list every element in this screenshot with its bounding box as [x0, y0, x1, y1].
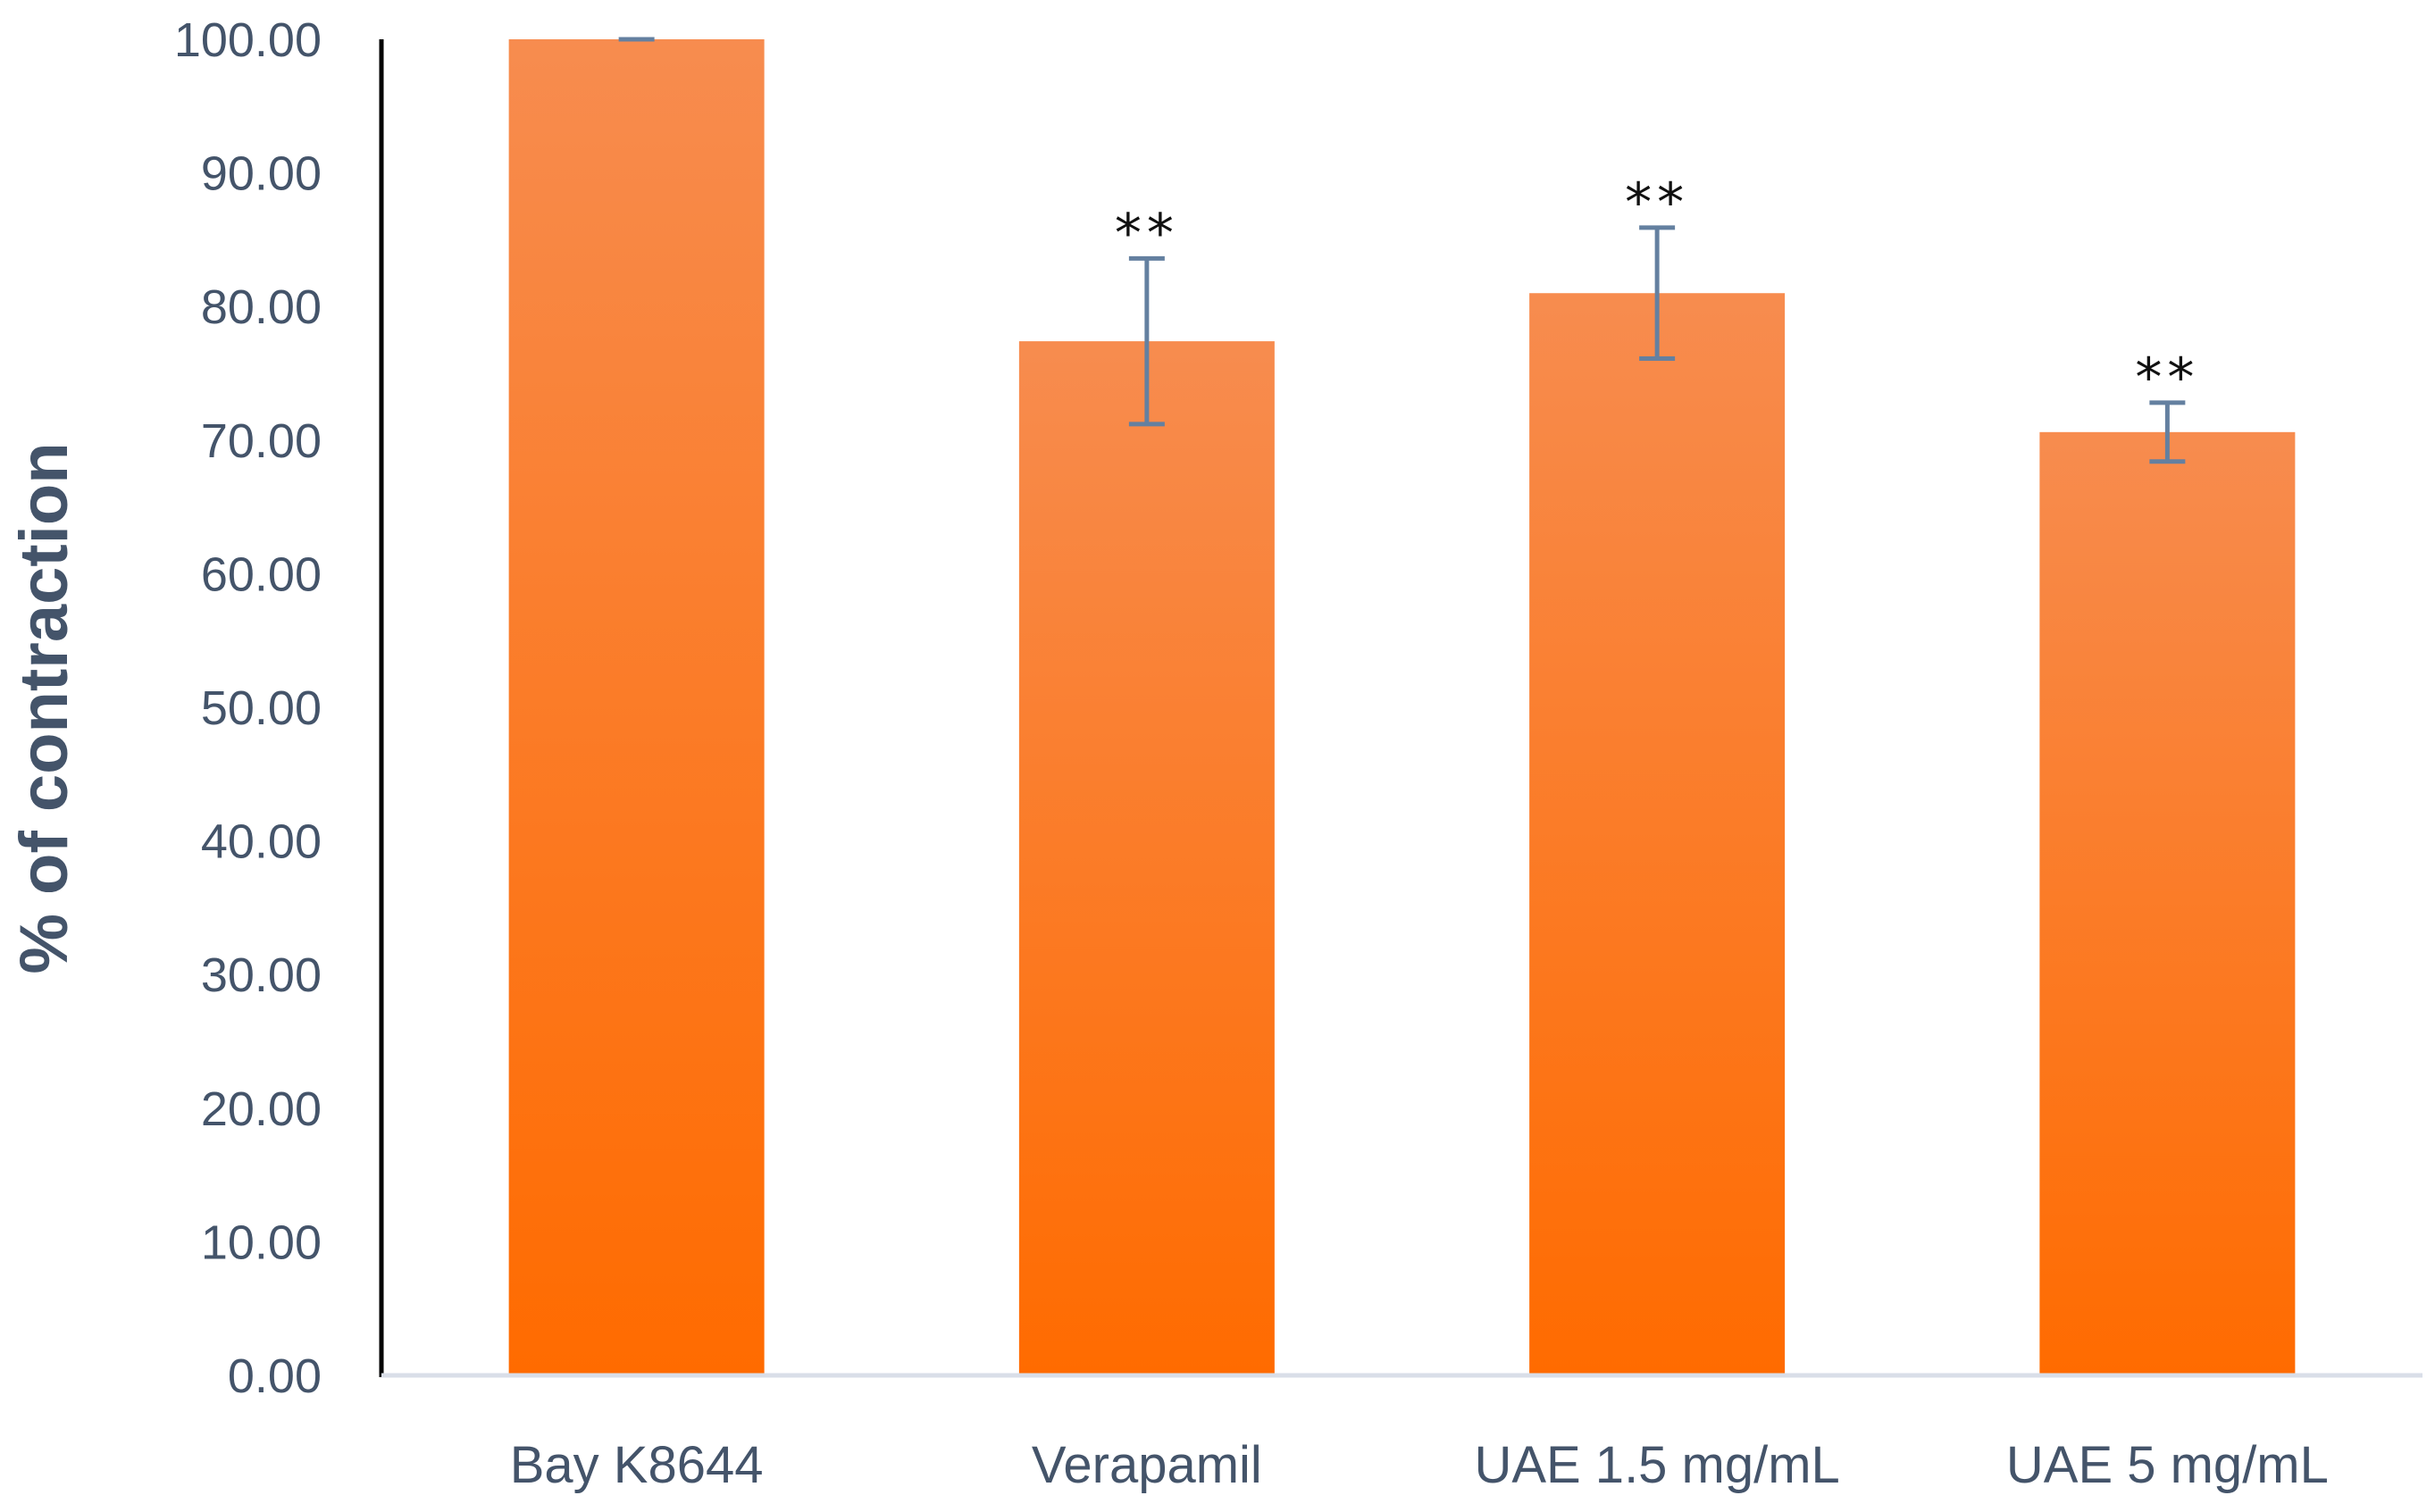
y-tick-label: 80.00 — [201, 280, 322, 334]
y-tick-label: 30.00 — [201, 948, 322, 1002]
bars — [508, 39, 2296, 1376]
x-tick-label: Bay K8644 — [510, 1436, 764, 1494]
error-bar — [1639, 225, 1676, 362]
bar — [1018, 341, 1275, 1376]
significance-label: ** — [1625, 171, 1689, 234]
x-tick-label: UAE 5 mg/mL — [2006, 1436, 2329, 1494]
category-labels: Bay K8644 Verapamil UAE 1.5 mg/mL UAE 5 mg/… — [510, 1436, 2329, 1494]
y-tick-label: 40.00 — [201, 815, 322, 869]
y-tick-label: 0.00 — [228, 1349, 322, 1403]
y-tick-label: 100.00 — [174, 13, 322, 67]
bar — [508, 39, 765, 1375]
y-tick-labels: 0.00 10.00 20.00 30.00 40.00 50.00 60.00 70.00 8… — [174, 13, 322, 1403]
y-tick-label: 70.00 — [201, 414, 322, 468]
y-tick-label: 10.00 — [201, 1215, 322, 1269]
y-tick-label: 50.00 — [201, 681, 322, 735]
y-axis-title: % of contraction — [6, 442, 82, 973]
y-tick-label: 20.00 — [201, 1082, 322, 1136]
significance-labels: ** ** ** — [1115, 171, 2199, 409]
y-tick-label: 90.00 — [201, 147, 322, 201]
bar — [1529, 293, 1786, 1375]
y-tick-label: 60.00 — [201, 547, 322, 601]
error-bar — [1128, 255, 1165, 427]
significance-label: ** — [1115, 202, 1179, 264]
error-bars — [618, 37, 2186, 464]
error-bar — [2149, 400, 2186, 464]
significance-label: ** — [2135, 347, 2199, 409]
x-tick-label: Verapamil — [1032, 1436, 1262, 1494]
bar — [2039, 431, 2296, 1376]
x-tick-label: UAE 1.5 mg/mL — [1474, 1436, 1839, 1494]
